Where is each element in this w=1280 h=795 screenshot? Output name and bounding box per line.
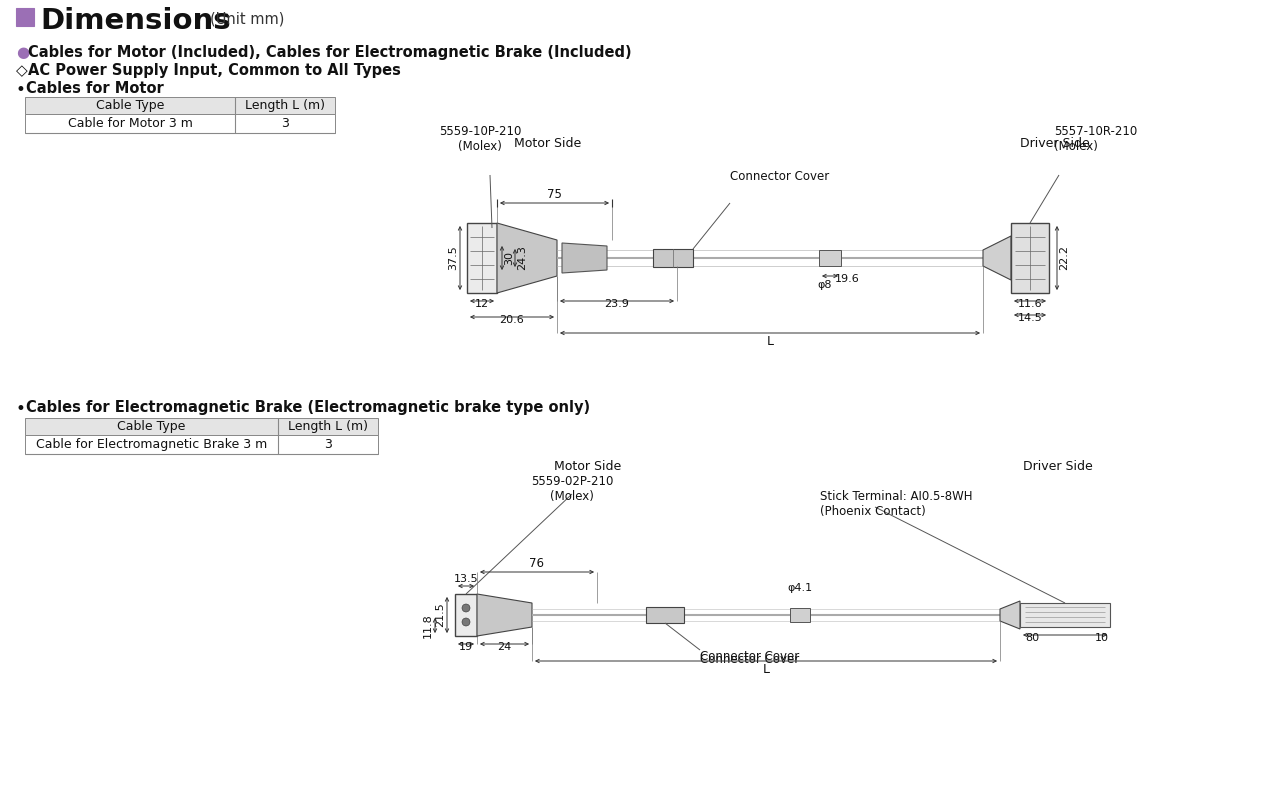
Text: Cable Type: Cable Type: [96, 99, 164, 112]
Text: •: •: [15, 400, 26, 418]
Text: 19: 19: [460, 642, 474, 652]
Text: Dimensions: Dimensions: [40, 7, 230, 35]
Text: 3: 3: [324, 438, 332, 451]
Text: 10: 10: [1094, 633, 1108, 643]
Polygon shape: [983, 236, 1011, 280]
Text: Cable for Motor 3 m: Cable for Motor 3 m: [68, 117, 192, 130]
Text: 20.6: 20.6: [499, 315, 525, 325]
Bar: [454, 594, 477, 636]
Bar: [1011, 223, 1050, 293]
Text: Cable for Electromagnetic Brake 3 m: Cable for Electromagnetic Brake 3 m: [36, 438, 268, 451]
Polygon shape: [497, 223, 557, 293]
Bar: [790, 608, 810, 622]
Text: ◇: ◇: [15, 63, 28, 78]
Text: Motor Side: Motor Side: [554, 460, 622, 473]
Text: Length L (m): Length L (m): [288, 420, 369, 433]
Text: 30: 30: [504, 251, 515, 265]
Text: AC Power Supply Input, Common to All Types: AC Power Supply Input, Common to All Typ…: [28, 63, 401, 78]
Bar: [653, 249, 692, 267]
Text: 13.5: 13.5: [453, 574, 479, 584]
Text: 11.8: 11.8: [422, 613, 433, 638]
Polygon shape: [477, 594, 532, 636]
Text: 19.6: 19.6: [835, 274, 860, 284]
Text: Driver Side: Driver Side: [1023, 460, 1093, 473]
Text: 24.3: 24.3: [517, 246, 527, 270]
Text: 5559-02P-210
(Molex): 5559-02P-210 (Molex): [531, 475, 613, 503]
Bar: [1020, 603, 1110, 627]
Text: Connector Cover: Connector Cover: [730, 170, 829, 183]
Text: φ8: φ8: [818, 280, 832, 290]
Text: 37.5: 37.5: [448, 246, 458, 270]
Text: Driver Side: Driver Side: [1020, 137, 1089, 150]
Circle shape: [462, 604, 470, 612]
Bar: [15, 8, 35, 26]
Bar: [26, 418, 378, 435]
Text: 21.5: 21.5: [435, 603, 445, 627]
Bar: [26, 435, 378, 454]
Bar: [26, 97, 335, 114]
Text: 22.2: 22.2: [1059, 246, 1069, 270]
Text: 75: 75: [547, 188, 562, 201]
Text: L: L: [767, 335, 773, 348]
Text: 14.5: 14.5: [1018, 313, 1042, 323]
Text: 23.9: 23.9: [604, 299, 630, 309]
Text: 24: 24: [498, 642, 512, 652]
Text: 3: 3: [282, 117, 289, 130]
Text: Connector Cover: Connector Cover: [700, 653, 799, 666]
Bar: [26, 114, 335, 133]
Bar: [646, 607, 684, 623]
Text: Connector Cover: Connector Cover: [700, 650, 799, 663]
Text: Stick Terminal: AI0.5-8WH
(Phoenix Contact): Stick Terminal: AI0.5-8WH (Phoenix Conta…: [820, 490, 973, 518]
Text: 80: 80: [1025, 633, 1039, 643]
Text: φ4.1: φ4.1: [787, 583, 813, 593]
Text: 5559-10P-210
(Molex): 5559-10P-210 (Molex): [439, 125, 521, 153]
Bar: [467, 223, 497, 293]
Text: Motor Side: Motor Side: [515, 137, 581, 150]
Text: L: L: [763, 663, 769, 676]
Bar: [819, 250, 841, 266]
Text: Cables for Motor (Included), Cables for Electromagnetic Brake (Included): Cables for Motor (Included), Cables for …: [28, 45, 631, 60]
Text: 12: 12: [475, 299, 489, 309]
Text: (Unit mm): (Unit mm): [210, 12, 284, 27]
Text: 76: 76: [530, 557, 544, 570]
Polygon shape: [1000, 601, 1020, 629]
Text: 11.6: 11.6: [1018, 299, 1042, 309]
Polygon shape: [562, 243, 607, 273]
Text: Cables for Motor: Cables for Motor: [26, 81, 164, 96]
Text: •: •: [15, 81, 26, 99]
Text: Cables for Electromagnetic Brake (Electromagnetic brake type only): Cables for Electromagnetic Brake (Electr…: [26, 400, 590, 415]
Text: Length L (m): Length L (m): [244, 99, 325, 112]
Text: Cable Type: Cable Type: [118, 420, 186, 433]
Circle shape: [462, 618, 470, 626]
Text: 5557-10R-210
(Molex): 5557-10R-210 (Molex): [1053, 125, 1137, 153]
Text: ●: ●: [15, 45, 29, 60]
